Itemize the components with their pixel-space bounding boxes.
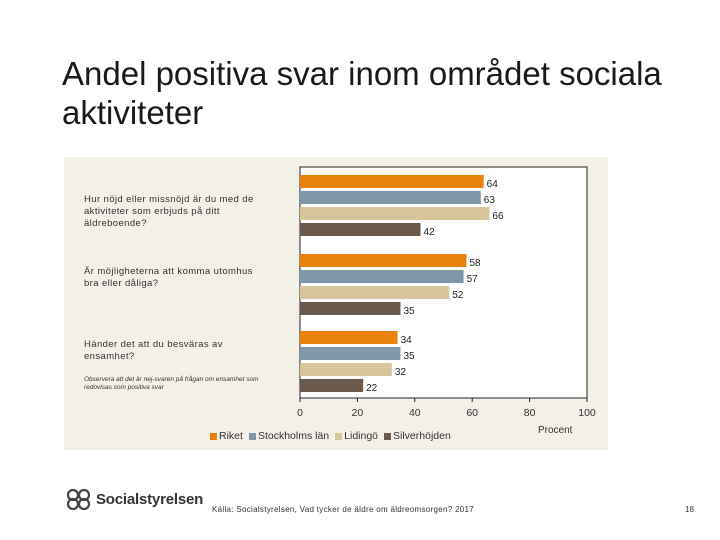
bar-riket-q2 (300, 254, 467, 267)
legend-swatch-lidingo (335, 432, 343, 440)
source-text: Källa: Socialstyrelsen, Vad tycker de äl… (212, 505, 475, 514)
bar-stockholms-lan-q1 (300, 191, 481, 204)
data-label-silverhojden-q2: 35 (403, 306, 415, 317)
category-label-2: Är möjligheterna att komma utomhus bra e… (84, 266, 253, 289)
legend-swatch-stockholms-lan (248, 432, 256, 440)
legend-swatch-riket (210, 432, 217, 440)
data-label-riket-q1: 64 (487, 179, 499, 190)
logo-text: Socialstyrelsen (96, 490, 204, 508)
chart-note: Observera att det är nej-svaren på fråga… (84, 376, 259, 391)
data-label-lidingo-q1: 66 (492, 211, 504, 222)
legend-swatch-silverhojden (384, 432, 392, 440)
legend-item-lidingo: Lidingö (335, 430, 378, 442)
page-number: 18 (685, 505, 694, 514)
x-tick-label-0: 0 (297, 407, 303, 419)
data-label-lidingo-q3: 32 (395, 367, 407, 378)
data-label-riket-q2: 58 (469, 258, 481, 269)
x-axis-label: Procent (538, 425, 573, 436)
logo-emblem-icon (66, 488, 91, 510)
bar-stockholms-lan-q3 (300, 347, 401, 360)
legend-item-stockholms-lan: Stockholms län (248, 430, 330, 442)
socialstyrelsen-logo: Socialstyrelsen (66, 488, 203, 510)
data-label-lidingo-q2: 52 (452, 290, 464, 301)
legend-label-stockholms-lan: Stockholms län (257, 430, 330, 442)
bar-lidingo-q2 (300, 286, 450, 299)
x-tick-label-20: 20 (352, 407, 364, 419)
bar-riket-q1 (300, 175, 484, 188)
data-label-silverhojden-q1: 42 (424, 227, 436, 238)
data-label-stockholms-lan-q1: 63 (484, 195, 496, 206)
bar-lidingo-q1 (300, 207, 490, 220)
data-label-riket-q3: 34 (401, 335, 413, 346)
category-label-3: Händer det att du besväras av ensamhet? (84, 339, 223, 362)
bar-silverhojden-q2 (300, 302, 401, 315)
x-tick-label-60: 60 (466, 407, 478, 419)
legend-item-silverhojden: Silverhöjden (384, 430, 451, 442)
category-label-1: Hur nöjd eller missnöjd är du med de akt… (84, 194, 254, 229)
x-tick-label-100: 100 (578, 407, 596, 419)
chart-legend: Riket Stockholms län Lidingö Silverhöjde… (210, 430, 451, 442)
bar-silverhojden-q3 (300, 379, 364, 392)
data-label-silverhojden-q3: 22 (366, 383, 378, 394)
x-tick-label-40: 40 (409, 407, 421, 419)
bar-silverhojden-q1 (300, 223, 421, 236)
data-label-stockholms-lan-q2: 57 (467, 274, 479, 285)
legend-label-lidingo: Lidingö (344, 430, 379, 442)
data-label-stockholms-lan-q3: 35 (403, 351, 415, 362)
bar-lidingo-q3 (300, 363, 392, 376)
legend-label-silverhojden: Silverhöjden (393, 430, 451, 442)
legend-label-riket: Riket (219, 430, 243, 442)
bar-stockholms-lan-q2 (300, 270, 464, 283)
slide-title: Andel positiva svar inom området sociala… (62, 55, 662, 131)
bar-riket-q3 (300, 331, 398, 344)
legend-item-riket: Riket (210, 430, 243, 442)
x-tick-label-80: 80 (524, 407, 536, 419)
